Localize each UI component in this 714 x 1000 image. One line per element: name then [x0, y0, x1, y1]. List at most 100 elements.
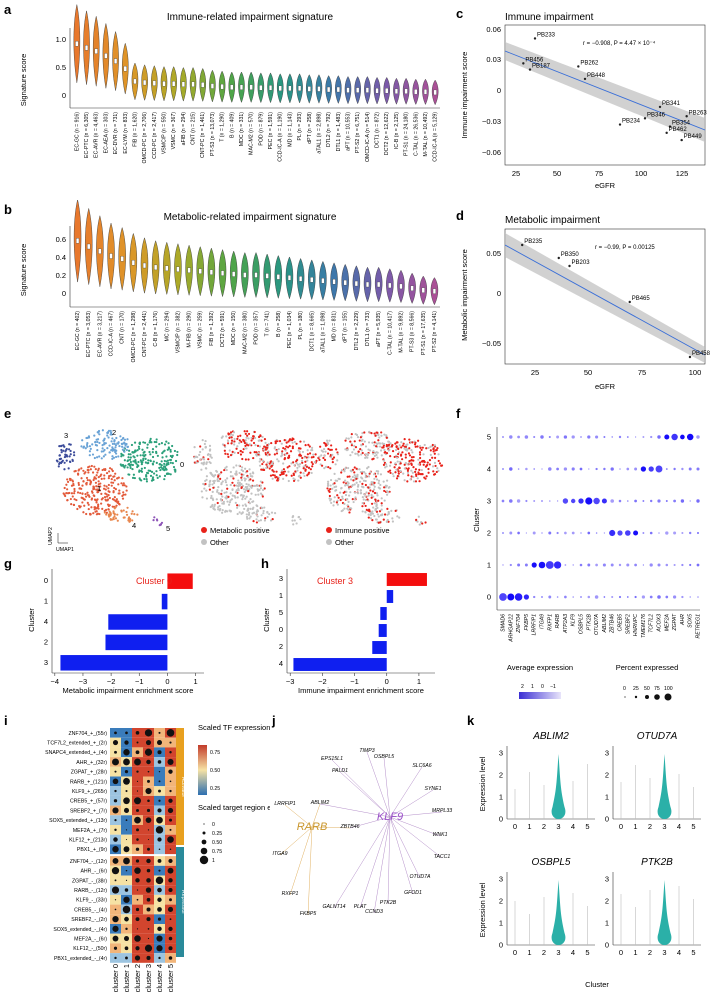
umap-cell: [136, 513, 139, 516]
umap-cell: [107, 508, 110, 511]
heatmap-dot: [145, 787, 152, 795]
umap-cell: [160, 464, 163, 467]
umap-cell: [97, 485, 100, 488]
legend-pct-tick: 75: [654, 686, 660, 692]
violin-category-label: PT-S2 (n = 4,141): [432, 311, 438, 352]
umap-cell: [389, 471, 392, 475]
umap-cell: [124, 493, 127, 496]
umap-cell: [214, 474, 217, 477]
umap-cell: [118, 444, 121, 448]
legend-pct-tick: 50: [644, 686, 650, 692]
umap-cell: [260, 468, 263, 471]
umap-cell: [280, 471, 283, 474]
umap-cell: [256, 515, 259, 518]
umap-cell: [282, 462, 285, 465]
violin-category-label: FIB (n = 1,392): [209, 311, 215, 346]
heatmap-dot: [135, 907, 140, 912]
umap-cell: [230, 436, 233, 439]
umap-cell: [103, 448, 106, 452]
umap-cell: [221, 502, 224, 505]
violin-category-label: VSMC (n = 259): [198, 311, 204, 349]
umap-cell: [128, 458, 132, 461]
umap-cell: [437, 459, 440, 463]
umap-cell: [414, 441, 417, 444]
umap-cell: [257, 489, 260, 492]
umap-cell: [230, 442, 233, 445]
dotplot-cluster-label: 4: [487, 465, 491, 474]
umap-cell: [281, 450, 284, 453]
umap-cell: [428, 463, 431, 466]
umap-cell: [258, 464, 262, 467]
violin-category-label: DCT1 (n = 8,665): [309, 311, 315, 351]
umap-cell: [92, 512, 95, 515]
umap-cell: [126, 506, 129, 509]
umap-cell: [235, 473, 238, 476]
umap-cell: [204, 445, 207, 448]
umap-cell: [270, 462, 274, 465]
umap-cell: [226, 500, 229, 503]
umap-cell: [241, 511, 244, 515]
umap-cell: [211, 498, 215, 501]
umap-cell: [193, 456, 196, 459]
umap-cell: [360, 485, 364, 488]
umap-cell: [80, 477, 83, 480]
umap-axis-1: UMAP1: [56, 547, 74, 553]
heatmap-dot: [145, 817, 152, 823]
violin-box: [354, 280, 358, 287]
umap-cell: [273, 511, 277, 515]
violin-box: [131, 260, 135, 266]
umap-cell: [73, 490, 76, 493]
umap-cell: [238, 441, 241, 445]
umap-cell: [352, 500, 355, 504]
heatmap-dot: [136, 889, 139, 891]
umap-cell: [398, 466, 401, 470]
umap-cell: [97, 469, 100, 472]
umap-cell: [88, 465, 91, 468]
heatmap-dot: [169, 918, 172, 921]
umap-cell: [65, 448, 68, 451]
umap-cell: [283, 458, 286, 461]
umap-cell: [380, 449, 383, 452]
umap-cell: [370, 481, 373, 484]
umap-cell: [69, 449, 72, 453]
umap-cell: [240, 476, 243, 479]
dotplot-gene-label: SMAD6: [501, 614, 507, 632]
violin-category-label: DCT1 (n = 872): [375, 112, 381, 148]
umap-cell: [82, 511, 85, 514]
bar-category-label: 0: [279, 625, 283, 634]
dotplot-dot: [509, 531, 513, 535]
umap-cell: [257, 519, 260, 522]
umap-cell: [205, 467, 208, 470]
panel-a-ytick: 0: [62, 91, 66, 100]
heatmap-row-label: MEF2A_+_(7r): [73, 828, 107, 834]
panel-c-ytick: 0.06: [486, 25, 501, 34]
bar-mark: [161, 593, 168, 610]
heatmap-dot: [157, 837, 162, 842]
scatter-point-label: PB341: [662, 101, 681, 107]
umap-cell: [355, 433, 359, 437]
umap-cell: [282, 477, 285, 480]
umap-cell: [205, 462, 208, 465]
legend-tf-tick: 0.25: [210, 786, 220, 792]
legend-region-dot: [202, 831, 206, 835]
umap-cell: [120, 452, 123, 455]
network-target-label: ABLIM2: [310, 800, 330, 806]
umap-cell: [369, 512, 373, 515]
violin-box: [346, 87, 350, 93]
umap-cell: [398, 444, 401, 447]
umap-cell: [289, 450, 293, 453]
heatmap-dot: [112, 925, 119, 932]
dotplot-gene-label: FKBP5: [524, 614, 530, 631]
umap-cell: [395, 445, 398, 448]
umap-cell: [246, 508, 249, 511]
umap-cell: [110, 481, 113, 484]
umap-cell: [65, 483, 68, 486]
violin-box: [114, 58, 118, 64]
heatmap-dot: [168, 769, 173, 774]
umap-cell: [123, 459, 126, 462]
dotplot-dot: [593, 497, 600, 505]
violin-box: [191, 81, 195, 87]
umap-cell: [324, 444, 327, 447]
umap-cell: [93, 456, 96, 460]
dotplot-gene-label: ZBTB46: [610, 614, 616, 634]
